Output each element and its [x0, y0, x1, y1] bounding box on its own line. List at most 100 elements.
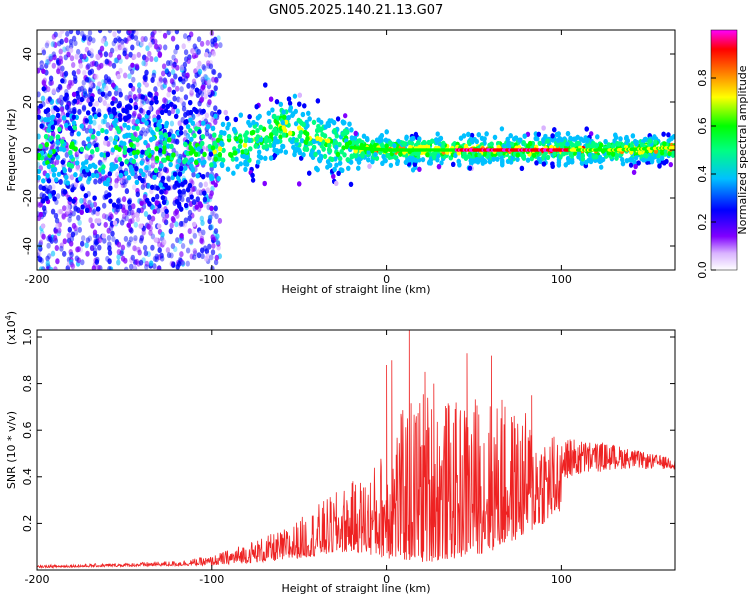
spectrogram-cell — [243, 137, 248, 144]
spectrogram-cell — [332, 128, 337, 134]
spectrogram-cell — [179, 206, 184, 212]
spectrogram-cell — [48, 149, 53, 155]
spectrogram-cell — [207, 214, 213, 221]
spectrogram-cell — [250, 177, 256, 183]
spectrogram-cell — [76, 131, 81, 137]
spectrogram-cell — [508, 159, 514, 165]
spectrogram-cell — [133, 173, 138, 180]
spectrogram-cell — [70, 141, 75, 147]
spectrogram-cell — [185, 72, 190, 79]
spectrogram-cell — [140, 184, 146, 190]
spectrogram-cell — [131, 158, 136, 164]
snr-series-line — [37, 330, 675, 569]
spectrogram-cell — [165, 247, 171, 254]
spectrogram-cell — [79, 146, 85, 152]
spectrogram-cell — [584, 126, 589, 132]
y-tick-label: 0.6 — [21, 421, 34, 439]
spectrogram-cell — [360, 151, 365, 157]
spectrogram-cell — [138, 259, 144, 266]
spectrogram-cell — [62, 189, 68, 195]
spectrogram-cell — [411, 135, 416, 141]
spectrogram-cell — [268, 155, 274, 161]
spectrogram-cell — [78, 62, 84, 69]
spectrogram-cell — [262, 180, 267, 187]
spectrogram-cell — [37, 152, 42, 159]
x-tick-label: -100 — [199, 573, 224, 586]
spectrogram-cell — [235, 164, 240, 170]
spectrogram-cell — [64, 174, 69, 180]
spectrogram-cell — [196, 189, 201, 196]
spectrogram-cell — [38, 256, 43, 263]
spectrogram-cell — [281, 125, 286, 131]
spectrogram-cell — [348, 181, 354, 187]
spectrogram-cell — [45, 260, 50, 267]
spectrogram-cell — [130, 170, 135, 177]
spectrogram-cell — [326, 147, 332, 153]
spectrogram-cell — [55, 223, 60, 230]
spectrogram-cell — [209, 205, 214, 211]
spectrogram-cell — [572, 136, 577, 142]
spectrogram-cell — [556, 137, 561, 144]
spectrogram-cell — [123, 37, 128, 44]
spectrogram-cell — [244, 130, 249, 136]
spectrogram-cell — [217, 146, 223, 152]
spectrogram-cell — [220, 121, 226, 127]
spectrogram-cell — [132, 263, 137, 270]
spectrogram-cell — [113, 117, 119, 124]
spectrogram-cell — [194, 87, 200, 93]
spectrogram-cell — [51, 190, 56, 196]
spectrogram-cell — [71, 210, 76, 217]
spectrogram-cell — [629, 143, 634, 149]
spectrogram-cell — [113, 37, 118, 44]
spectrogram-cell — [66, 204, 71, 211]
spectrogram-cell — [103, 221, 108, 228]
spectrogram-cell — [183, 130, 188, 136]
spectrogram-cell — [82, 88, 88, 95]
spectrogram-cell — [266, 110, 271, 116]
spectrogram-cell — [205, 253, 211, 260]
spectrogram-cell — [337, 141, 342, 148]
spectrogram-cell — [189, 194, 194, 200]
spectrogram-cell — [134, 166, 139, 172]
spectrogram-cell — [80, 186, 86, 192]
spectrogram-cell — [128, 164, 133, 170]
spectrogram-cell — [135, 149, 140, 155]
spectrogram-cell — [302, 103, 307, 109]
spectrogram-cell — [37, 108, 41, 115]
spectrogram-cell — [453, 152, 458, 158]
spectrogram-cell — [319, 126, 324, 133]
spectrogram-cell — [51, 172, 57, 178]
spectrogram-cell — [185, 196, 191, 203]
spectrogram-cell — [659, 155, 665, 161]
spectrogram-cell — [99, 152, 104, 158]
spectrogram-cell — [38, 239, 44, 246]
spectrogram-cell — [141, 171, 146, 178]
spectrogram-cell — [115, 204, 120, 210]
spectrogram-cell — [344, 141, 350, 147]
spectrogram-cell — [107, 265, 112, 270]
spectrogram-cell — [157, 247, 162, 254]
spectrogram-cell — [330, 156, 335, 163]
spectrogram-cell — [47, 184, 53, 191]
spectrogram-cell — [566, 159, 571, 165]
spectrogram-cell — [234, 156, 239, 162]
spectrogram-cell — [491, 156, 496, 162]
spectrogram-cell — [610, 143, 616, 149]
spectrogram-cell — [215, 137, 221, 143]
spectrogram-cell — [71, 91, 77, 97]
colorbar-tick-label: 0.6 — [696, 117, 709, 135]
spectrogram-cell — [134, 63, 140, 70]
spectrogram-cell — [489, 141, 494, 147]
spectrogram-cell — [213, 259, 219, 266]
spectrogram-cell — [398, 151, 403, 157]
spectrogram-cell — [183, 217, 189, 224]
spectrogram-cell — [508, 133, 513, 139]
spectrogram-cell — [88, 119, 93, 125]
spectrogram-cell — [144, 82, 149, 88]
spectrogram-cell — [217, 109, 222, 115]
spectrogram-cell — [102, 202, 107, 209]
spectrogram-cell — [166, 252, 172, 259]
spectrogram-cell — [47, 127, 52, 133]
spectrogram-cell — [67, 79, 73, 86]
